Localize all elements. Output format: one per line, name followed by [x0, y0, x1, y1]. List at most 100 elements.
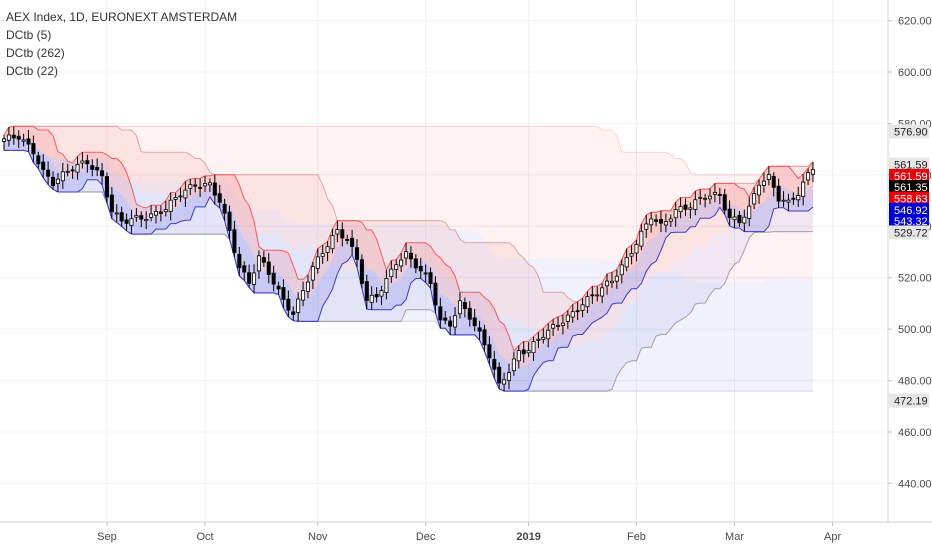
candle-body — [237, 253, 242, 269]
price-tick-label: 500.00 — [898, 324, 932, 336]
price-axis-labels: 620.00600.00580.00560.00540.00520.00500.… — [888, 16, 932, 490]
candle — [379, 285, 384, 306]
candle — [717, 187, 722, 205]
candle-body — [6, 134, 11, 141]
candle — [55, 172, 60, 192]
candle-body — [786, 199, 791, 203]
candle-body — [560, 322, 565, 327]
candle — [605, 273, 610, 295]
price-tick-label: 520.00 — [898, 273, 932, 285]
time-axis-labels: Sep Oct Nov Dec 2019 Feb Mar Apr — [97, 522, 841, 543]
candle — [124, 213, 129, 231]
candle — [423, 264, 428, 283]
candle — [374, 287, 379, 303]
candle — [70, 165, 75, 179]
candle-body — [36, 155, 41, 165]
candle-body — [330, 235, 335, 250]
candle — [781, 191, 786, 207]
candle-body — [369, 294, 374, 303]
candle-body — [394, 264, 399, 270]
candle — [526, 342, 531, 358]
candle-body — [639, 230, 644, 247]
indicator-dctb-5[interactable]: DCtb (5) — [6, 28, 52, 42]
candle — [536, 332, 541, 349]
candle-body — [286, 298, 291, 311]
candle-body — [119, 212, 124, 222]
candle — [100, 163, 105, 185]
candle — [506, 363, 511, 390]
candle-body — [541, 336, 546, 340]
candle-body — [727, 208, 732, 219]
candle — [556, 316, 561, 331]
candle-body — [585, 296, 590, 308]
dctb-22-upper-fill — [4, 126, 813, 347]
candle — [364, 274, 369, 310]
candle — [173, 193, 178, 207]
candle-body — [193, 184, 198, 187]
candle-body — [683, 204, 688, 210]
price-tag-label: 529.72 — [894, 227, 928, 239]
indicator-dctb-22[interactable]: DCtb (22) — [6, 64, 59, 78]
candle-body — [467, 307, 472, 320]
candle-body — [624, 256, 629, 268]
candle-body — [296, 298, 301, 313]
candle-body — [173, 197, 178, 200]
candle — [369, 286, 374, 310]
candle-body — [565, 314, 570, 322]
candle — [732, 208, 737, 229]
candle — [394, 259, 399, 279]
candle-body — [722, 194, 727, 211]
indicator-dctb-262[interactable]: DCtb (262) — [6, 46, 65, 60]
candle — [678, 197, 683, 219]
price-tag: 561.35 — [889, 180, 929, 195]
candle — [301, 281, 306, 307]
price-tick-label: 480.00 — [898, 376, 932, 388]
price-tag-bg — [889, 214, 929, 229]
candle — [722, 189, 727, 215]
candle — [766, 166, 771, 186]
candle — [757, 179, 762, 204]
candle-body — [448, 320, 453, 327]
candle-body — [163, 209, 168, 213]
candle — [433, 276, 438, 314]
time-tick-label: Dec — [416, 531, 436, 543]
candle — [149, 205, 154, 222]
candle — [109, 186, 114, 219]
candle-body — [462, 302, 467, 309]
candle — [261, 250, 266, 268]
candle-body — [203, 183, 208, 187]
price-tag: 543.32 — [889, 214, 929, 229]
candle — [457, 292, 462, 319]
candle — [158, 205, 163, 222]
candle — [26, 130, 31, 152]
symbol-title[interactable]: AEX Index, 1D, EURONEXT AMSTERDAM — [6, 10, 238, 24]
price-tag-bg — [889, 393, 929, 408]
candle-body — [614, 275, 619, 282]
candle — [492, 351, 497, 379]
candle-body — [207, 182, 212, 186]
price-tag: 558.63 — [889, 191, 929, 206]
candle-body — [374, 294, 379, 298]
candle — [404, 242, 409, 265]
candle-body — [423, 272, 428, 275]
price-tag: 529.72 — [889, 225, 929, 240]
candle — [315, 248, 320, 274]
candle — [335, 220, 340, 243]
time-tick-label: Sep — [97, 531, 117, 543]
candle — [80, 152, 85, 169]
candle — [36, 151, 41, 169]
candle-body — [46, 169, 51, 177]
time-tick-label: Nov — [308, 531, 328, 543]
candle — [129, 209, 134, 235]
dctb-5-lower-fill — [4, 138, 813, 392]
candle — [65, 163, 70, 177]
candle — [340, 222, 345, 247]
candle-body — [350, 237, 355, 247]
candle-body — [188, 184, 193, 189]
candle-body — [100, 170, 105, 177]
candle — [609, 272, 614, 288]
candle-body — [516, 350, 521, 362]
candle-body — [644, 223, 649, 230]
candle-body — [526, 350, 531, 354]
